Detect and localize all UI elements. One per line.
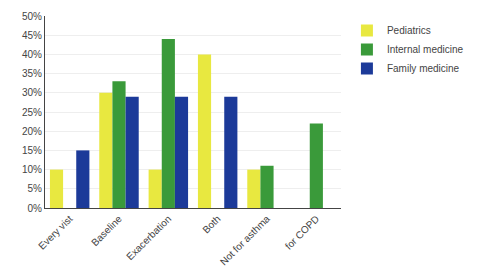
svg-text:35%: 35%: [22, 68, 42, 79]
svg-text:Exacerbation: Exacerbation: [124, 213, 173, 262]
svg-text:Both: Both: [200, 213, 222, 235]
svg-text:Baseline: Baseline: [89, 213, 124, 248]
svg-text:Internal medicine: Internal medicine: [387, 44, 464, 55]
svg-text:for COPD: for COPD: [283, 213, 321, 251]
svg-text:0%: 0%: [28, 203, 43, 214]
svg-text:15%: 15%: [22, 145, 42, 156]
svg-text:10%: 10%: [22, 164, 42, 175]
svg-text:Every vist: Every vist: [36, 213, 75, 252]
svg-text:Family medicine: Family medicine: [387, 63, 460, 74]
svg-text:45%: 45%: [22, 30, 42, 41]
svg-text:40%: 40%: [22, 49, 42, 60]
svg-text:Not for asthma: Not for asthma: [218, 213, 272, 267]
svg-text:50%: 50%: [22, 11, 42, 22]
svg-text:5%: 5%: [28, 183, 43, 194]
svg-text:30%: 30%: [22, 87, 42, 98]
svg-text:20%: 20%: [22, 126, 42, 137]
svg-text:25%: 25%: [22, 107, 42, 118]
svg-text:Pediatrics: Pediatrics: [387, 25, 431, 36]
